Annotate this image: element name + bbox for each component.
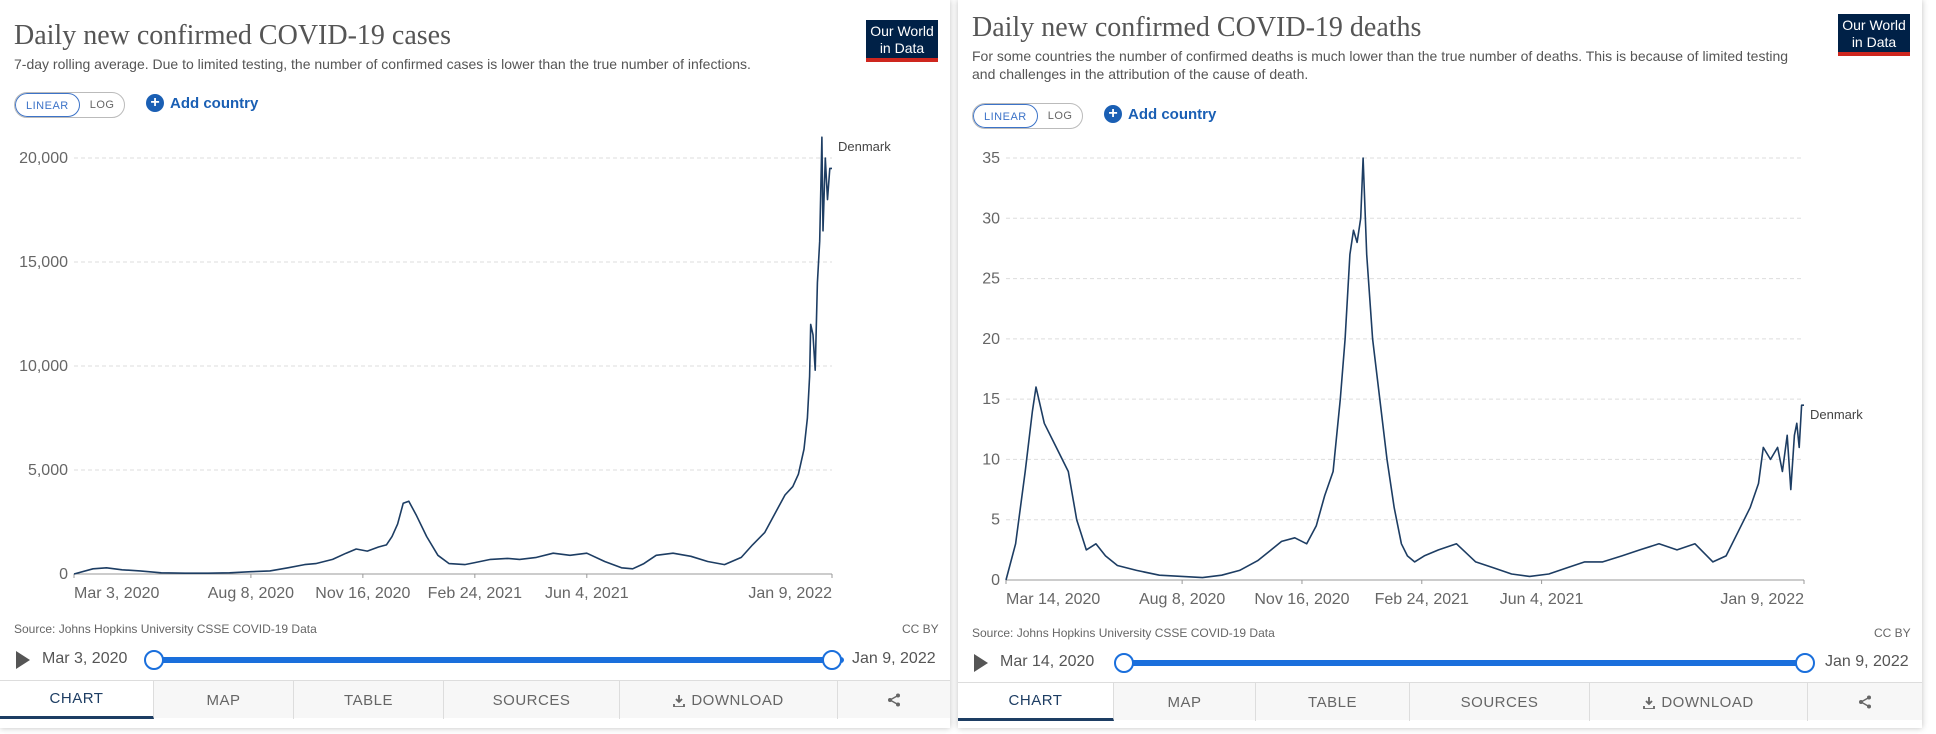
y-tick-label: 5 [991,512,1000,529]
x-tick-label: Jun 4, 2021 [1500,591,1584,608]
logo-line-2: in Data [1851,34,1897,50]
license-link[interactable]: CC BY [902,622,939,636]
timeline: Mar 14, 2020 Jan 9, 2022 [972,651,1916,675]
add-country-label: Add country [170,94,259,112]
plus-circle-icon: + [146,94,164,112]
add-country-label: Add country [1128,105,1217,123]
x-tick-label: Jan 9, 2022 [748,585,832,602]
x-tick-label: Mar 14, 2020 [1006,591,1100,608]
play-icon[interactable] [974,654,988,672]
tab-download[interactable]: DOWNLOAD [1590,683,1808,721]
chart-title: Daily new confirmed COVID-19 deaths [972,12,1422,43]
linear-scale-button[interactable]: LINEAR [973,104,1038,128]
play-icon[interactable] [16,651,30,669]
logo-line-1: Our World [1842,17,1906,33]
y-tick-label: 0 [991,572,1000,589]
logo-line-1: Our World [870,23,934,39]
x-tick-label: Aug 8, 2020 [1139,591,1225,608]
tab-share[interactable] [1808,683,1922,721]
source-note: Source: Johns Hopkins University CSSE CO… [972,626,1275,640]
chart-tabs: CHART MAP TABLE SOURCES DOWNLOAD [958,682,1922,721]
timeline: Mar 3, 2020 Jan 9, 2022 [14,648,944,672]
x-tick-label: Mar 3, 2020 [74,585,159,602]
owid-logo[interactable]: Our World in Data [866,20,938,62]
download-icon [1643,696,1656,710]
y-tick-label: 15,000 [19,254,68,271]
linear-scale-button[interactable]: LINEAR [15,93,80,117]
owid-logo[interactable]: Our World in Data [1838,14,1910,56]
license-link[interactable]: CC BY [1874,626,1911,640]
y-tick-label: 20 [982,331,1000,348]
share-icon [1859,695,1871,709]
deaths-chart-panel: Daily new confirmed COVID-19 deaths For … [958,0,1922,728]
deaths-line-chart: 0 5 10 15 20 25 30 35 Mar 14, 2020 Aug 8, 2020 Nov… [982,150,1863,608]
tab-sources[interactable]: SOURCES [444,681,620,719]
y-tick-label: 10 [982,451,1000,468]
y-tick-label: 15 [982,391,1000,408]
share-icon [888,693,900,707]
add-country-button[interactable]: + Add country [146,94,258,112]
series-label: Denmark [838,139,891,154]
logo-line-2: in Data [879,40,925,56]
x-tick-label: Feb 24, 2021 [1375,591,1469,608]
chart-tabs: CHART MAP TABLE SOURCES DOWNLOAD [0,680,950,719]
y-tick-label: 0 [59,566,68,583]
tab-map[interactable]: MAP [154,681,294,719]
y-tick-label: 5,000 [28,462,68,479]
chart-subtitle: 7-day rolling average. Due to limited te… [14,56,751,72]
timeline-end-label: Jan 9, 2022 [1825,653,1909,670]
timeline-start-label: Mar 3, 2020 [42,650,128,667]
source-note: Source: Johns Hopkins University CSSE CO… [14,622,317,636]
timeline-start-handle[interactable] [144,650,164,670]
log-scale-button[interactable]: LOG [1047,110,1073,122]
timeline-end-label: Jan 9, 2022 [852,650,936,667]
timeline-end-handle[interactable] [1795,653,1815,673]
tab-share[interactable] [838,681,950,719]
y-tick-label: 30 [982,210,1000,227]
x-tick-label: Jun 4, 2021 [545,585,629,602]
scale-toggle: LINEAR LOG [972,103,1084,129]
plus-circle-icon: + [1104,105,1122,123]
chart-title: Daily new confirmed COVID-19 cases [14,20,451,51]
series-line-denmark[interactable] [1005,157,1804,581]
scale-toggle: LINEAR LOG [14,92,126,118]
x-tick-label: Nov 16, 2020 [315,585,410,602]
cases-line-chart: 0 5,000 10,000 15,000 20,000 Mar 3, 2020 Aug 8… [19,136,891,602]
y-tick-label: 25 [982,271,1000,288]
tab-table[interactable]: TABLE [294,681,444,719]
x-tick-label: Feb 24, 2021 [428,585,522,602]
series-line-denmark[interactable] [73,136,832,575]
y-tick-label: 20,000 [19,150,68,167]
timeline-track[interactable] [1124,660,1814,666]
chart-subtitle: For some countries the number of confirm… [972,48,1789,82]
tab-download[interactable]: DOWNLOAD [620,681,838,719]
download-label: DOWNLOAD [1661,693,1754,711]
log-scale-button[interactable]: LOG [89,99,115,111]
series-label: Denmark [1810,407,1863,422]
download-icon [673,694,686,708]
tab-chart[interactable]: CHART [958,683,1114,721]
x-tick-label: Nov 16, 2020 [1254,591,1349,608]
timeline-start-label: Mar 14, 2020 [1000,653,1095,670]
tab-sources[interactable]: SOURCES [1410,683,1590,721]
download-label: DOWNLOAD [691,691,784,709]
timeline-track[interactable] [154,657,844,663]
y-tick-label: 10,000 [19,358,68,375]
add-country-button[interactable]: + Add country [1104,105,1216,123]
timeline-end-handle[interactable] [822,650,842,670]
x-tick-label: Aug 8, 2020 [208,585,294,602]
tab-map[interactable]: MAP [1114,683,1256,721]
cases-chart-panel: Daily new confirmed COVID-19 cases 7-day… [0,0,950,728]
tab-chart[interactable]: CHART [0,681,154,719]
tab-table[interactable]: TABLE [1256,683,1410,721]
y-tick-label: 35 [982,150,1000,167]
timeline-start-handle[interactable] [1114,653,1134,673]
x-tick-label: Jan 9, 2022 [1720,591,1804,608]
